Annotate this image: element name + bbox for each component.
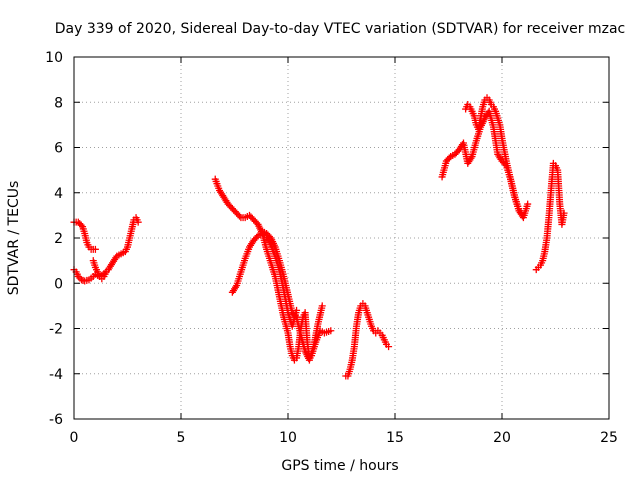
x-axis-label: GPS time / hours [281, 458, 398, 474]
y-tick-label: 10 [45, 50, 63, 66]
y-tick-label: -4 [49, 367, 63, 383]
series-track-5 [532, 159, 568, 274]
series-track-3 [342, 300, 393, 380]
series-track-4b [462, 94, 527, 219]
data-point [385, 343, 393, 351]
data-point [318, 302, 326, 310]
data-point [77, 221, 85, 229]
x-tick-label: 15 [386, 430, 404, 446]
chart-title: Day 339 of 2020, Sidereal Day-to-day VTE… [55, 21, 625, 37]
y-tick-label: 0 [54, 276, 63, 292]
y-tick-label: 2 [54, 231, 63, 247]
data-point [519, 211, 527, 219]
data-point [91, 245, 99, 253]
y-tick-label: 6 [54, 141, 63, 157]
data-point [445, 154, 453, 162]
y-axis-label: SDTVAR / TECUs [6, 181, 22, 296]
series-track-1c [89, 257, 110, 283]
y-tick-label: 8 [54, 95, 63, 111]
series-track-1a [70, 218, 99, 253]
y-tick-label: 4 [54, 186, 63, 202]
data-point [560, 209, 568, 217]
x-tick-label: 25 [600, 430, 618, 446]
data-point [291, 312, 299, 320]
x-tick-label: 0 [70, 430, 79, 446]
data-point [327, 327, 335, 335]
x-tick-label: 5 [177, 430, 186, 446]
grid [74, 57, 609, 419]
series-track-2c [258, 227, 326, 364]
plot-data [70, 94, 568, 380]
y-tick-label: -6 [49, 412, 63, 428]
data-point [253, 233, 261, 241]
x-tick-label: 10 [279, 430, 297, 446]
data-point [134, 218, 142, 226]
y-tick-label: -2 [49, 322, 63, 338]
ticks: 0 5 10 15 20 25 -6 -4 -2 0 2 4 6 8 10 [45, 50, 618, 446]
data-point [102, 268, 110, 276]
data-point [524, 200, 532, 208]
x-tick-label: 20 [493, 430, 511, 446]
data-point [235, 212, 243, 220]
